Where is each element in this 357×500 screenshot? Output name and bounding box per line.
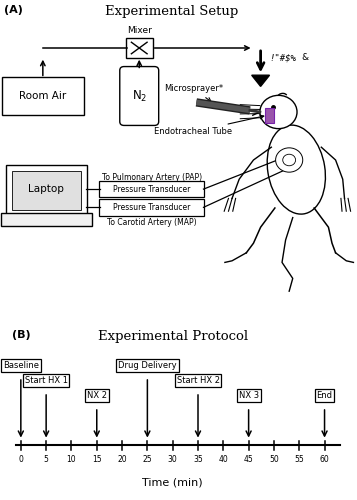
FancyBboxPatch shape bbox=[265, 108, 274, 122]
Text: End: End bbox=[317, 391, 333, 400]
Text: NX 3: NX 3 bbox=[238, 391, 259, 400]
Text: Endotracheal Tube: Endotracheal Tube bbox=[154, 115, 264, 136]
Text: 50: 50 bbox=[269, 456, 279, 464]
Text: Pressure Transducer: Pressure Transducer bbox=[113, 184, 190, 194]
Text: Room Air: Room Air bbox=[19, 91, 66, 101]
Text: Laptop: Laptop bbox=[29, 184, 64, 194]
Text: (A): (A) bbox=[4, 5, 22, 15]
Text: (B): (B) bbox=[12, 330, 30, 340]
Text: Start HX 1: Start HX 1 bbox=[25, 376, 67, 385]
Text: NX 2: NX 2 bbox=[87, 391, 107, 400]
Text: 45: 45 bbox=[244, 456, 253, 464]
Text: To Carotid Artery (MAP): To Carotid Artery (MAP) bbox=[107, 218, 197, 227]
Text: 30: 30 bbox=[168, 456, 177, 464]
Text: Mixer: Mixer bbox=[127, 26, 152, 36]
FancyBboxPatch shape bbox=[99, 199, 204, 216]
FancyBboxPatch shape bbox=[12, 170, 81, 210]
Text: 35: 35 bbox=[193, 456, 203, 464]
Text: 15: 15 bbox=[92, 456, 102, 464]
Text: &: & bbox=[302, 53, 309, 62]
Text: 55: 55 bbox=[295, 456, 304, 464]
Text: 25: 25 bbox=[142, 456, 152, 464]
Circle shape bbox=[260, 96, 297, 128]
FancyBboxPatch shape bbox=[2, 77, 84, 115]
Text: Time (min): Time (min) bbox=[142, 478, 203, 488]
FancyBboxPatch shape bbox=[6, 165, 87, 216]
Text: Drug Delivery: Drug Delivery bbox=[118, 361, 177, 370]
Text: Experimental Setup: Experimental Setup bbox=[105, 5, 238, 18]
Polygon shape bbox=[252, 75, 270, 86]
Text: Experimental Protocol: Experimental Protocol bbox=[97, 330, 248, 343]
Text: 40: 40 bbox=[218, 456, 228, 464]
Circle shape bbox=[276, 148, 303, 172]
Text: Microsprayer*: Microsprayer* bbox=[164, 84, 223, 102]
Text: 10: 10 bbox=[67, 456, 76, 464]
FancyBboxPatch shape bbox=[99, 181, 204, 198]
Text: 5: 5 bbox=[44, 456, 49, 464]
Text: 0: 0 bbox=[19, 456, 23, 464]
Text: 20: 20 bbox=[117, 456, 127, 464]
Text: Start HX 2: Start HX 2 bbox=[176, 376, 220, 385]
FancyBboxPatch shape bbox=[126, 38, 153, 58]
FancyBboxPatch shape bbox=[120, 66, 159, 126]
Text: !"#$%: !"#$% bbox=[270, 53, 296, 62]
Text: To Pulmonary Artery (PAP): To Pulmonary Artery (PAP) bbox=[102, 173, 202, 182]
Ellipse shape bbox=[267, 125, 326, 214]
Circle shape bbox=[283, 154, 296, 166]
Text: Baseline: Baseline bbox=[3, 361, 39, 370]
Text: N$_2$: N$_2$ bbox=[132, 88, 147, 104]
FancyBboxPatch shape bbox=[1, 213, 92, 226]
Text: 60: 60 bbox=[320, 456, 330, 464]
Text: Pressure Transducer: Pressure Transducer bbox=[113, 203, 190, 212]
